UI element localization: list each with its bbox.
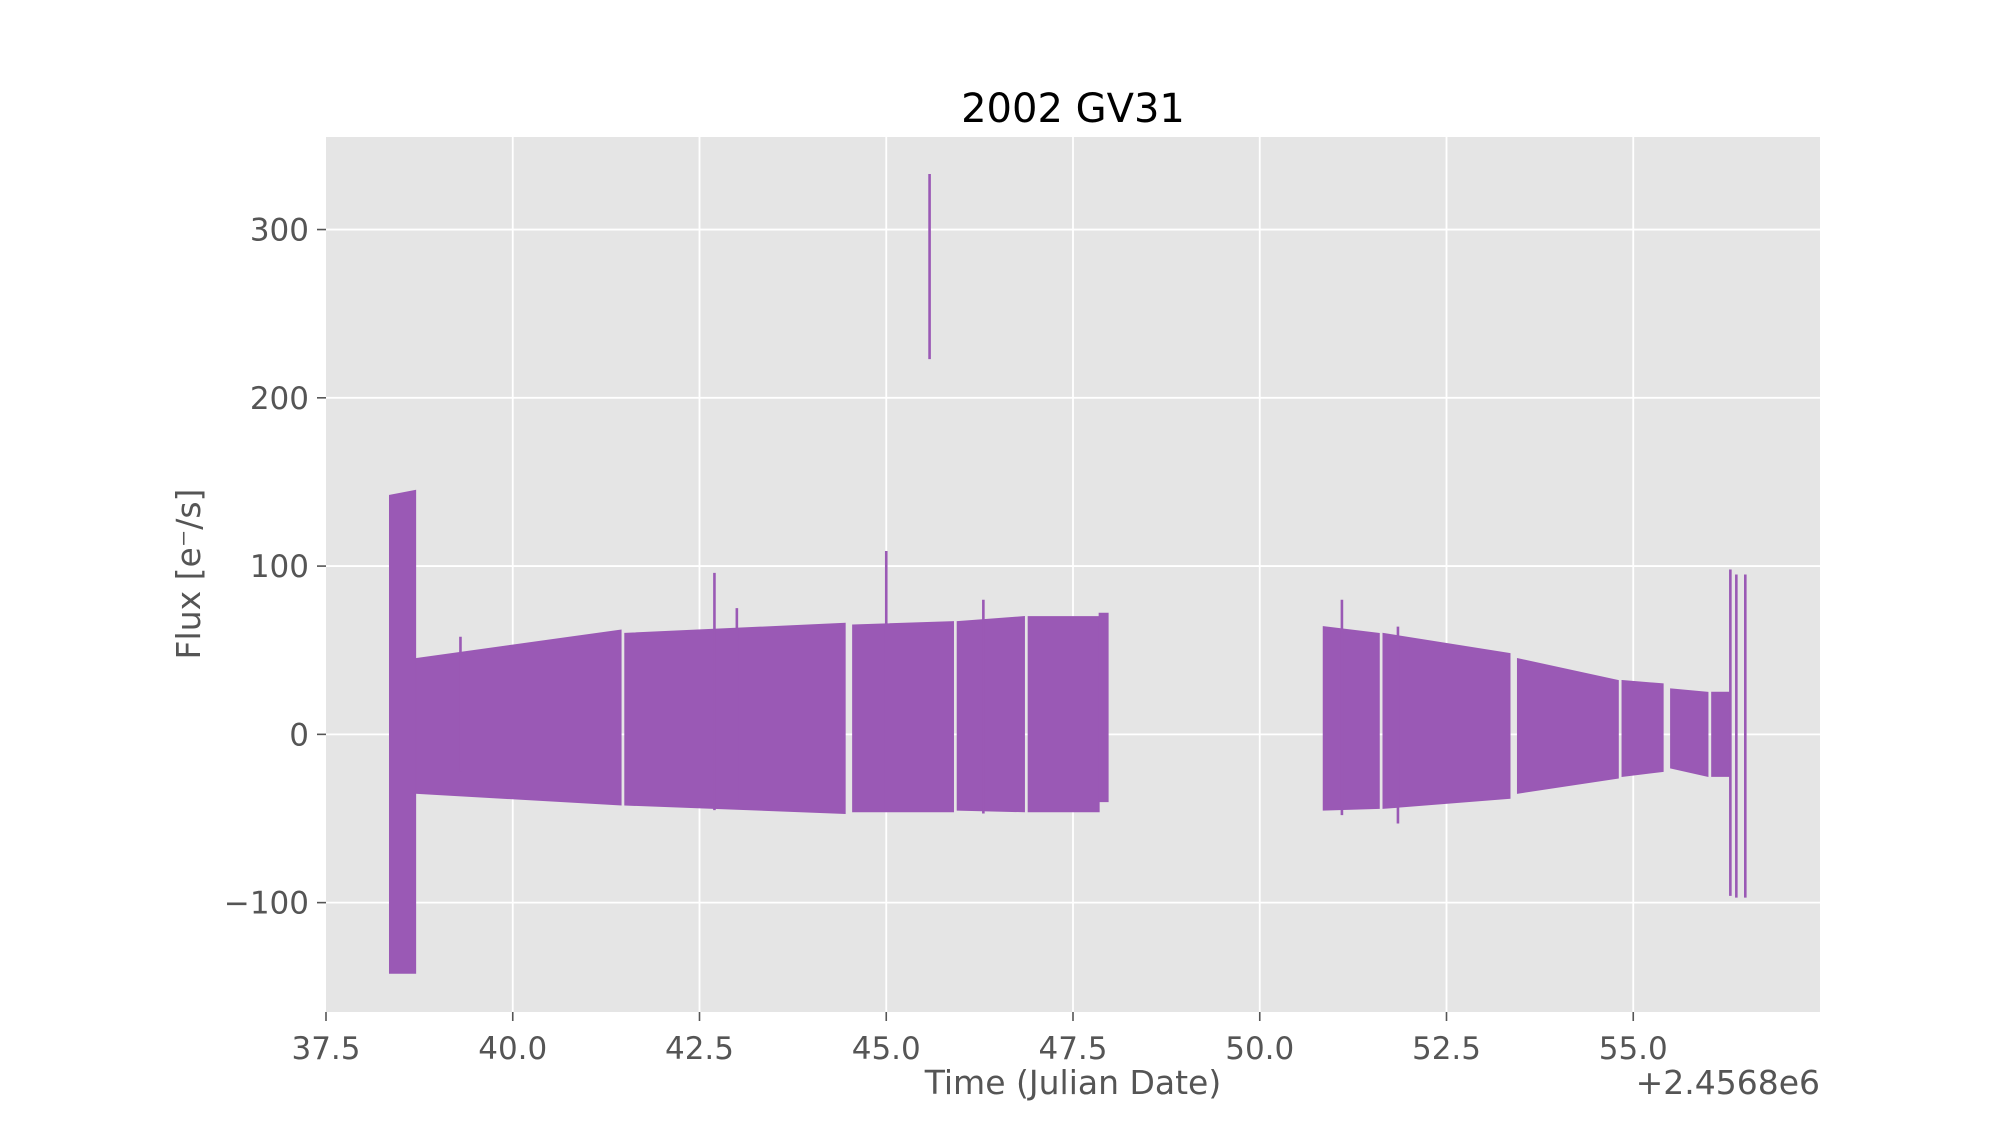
x-axis-offset-text: +2.4568e6 — [1636, 1063, 1820, 1102]
flux-segment — [1027, 616, 1100, 813]
flux-segment — [1322, 626, 1380, 811]
flux-segment — [1621, 679, 1664, 777]
x-tick-label: 55.0 — [1599, 1031, 1668, 1067]
flux-segment — [624, 622, 846, 814]
x-axis-label: Time (Julian Date) — [924, 1063, 1221, 1102]
flux-segment — [956, 616, 1025, 813]
y-axis-ticks: −100 0 100 200 300 — [224, 213, 326, 922]
x-tick-label: 50.0 — [1225, 1031, 1294, 1067]
flux-segment — [1516, 658, 1619, 794]
y-tick-label: 100 — [250, 549, 309, 585]
flux-segment — [852, 621, 954, 813]
flux-segment — [1711, 691, 1731, 777]
x-tick-label: 47.5 — [1038, 1031, 1107, 1067]
x-tick-label: 37.5 — [291, 1031, 360, 1067]
data-series — [388, 174, 1747, 974]
x-tick-label: 52.5 — [1412, 1031, 1481, 1067]
y-tick-label: 0 — [289, 717, 309, 753]
x-tick-label: 42.5 — [665, 1031, 734, 1067]
y-tick-label: 200 — [250, 381, 309, 417]
x-tick-label: 45.0 — [852, 1031, 921, 1067]
y-axis-label: Flux [e⁻/s] — [169, 489, 208, 660]
flux-segment — [415, 629, 622, 806]
x-axis-ticks: 37.5 40.0 42.5 45.0 47.5 50.0 52.5 55.0 — [291, 1012, 1668, 1067]
flux-segment — [1670, 688, 1709, 778]
flux-segment — [1382, 632, 1511, 809]
y-tick-label: 300 — [250, 213, 309, 249]
flux-segment — [1098, 612, 1109, 803]
x-tick-label: 40.0 — [478, 1031, 547, 1067]
chart-title: 2002 GV31 — [961, 86, 1185, 132]
y-tick-label: −100 — [224, 886, 309, 922]
flux-segment — [388, 489, 417, 974]
